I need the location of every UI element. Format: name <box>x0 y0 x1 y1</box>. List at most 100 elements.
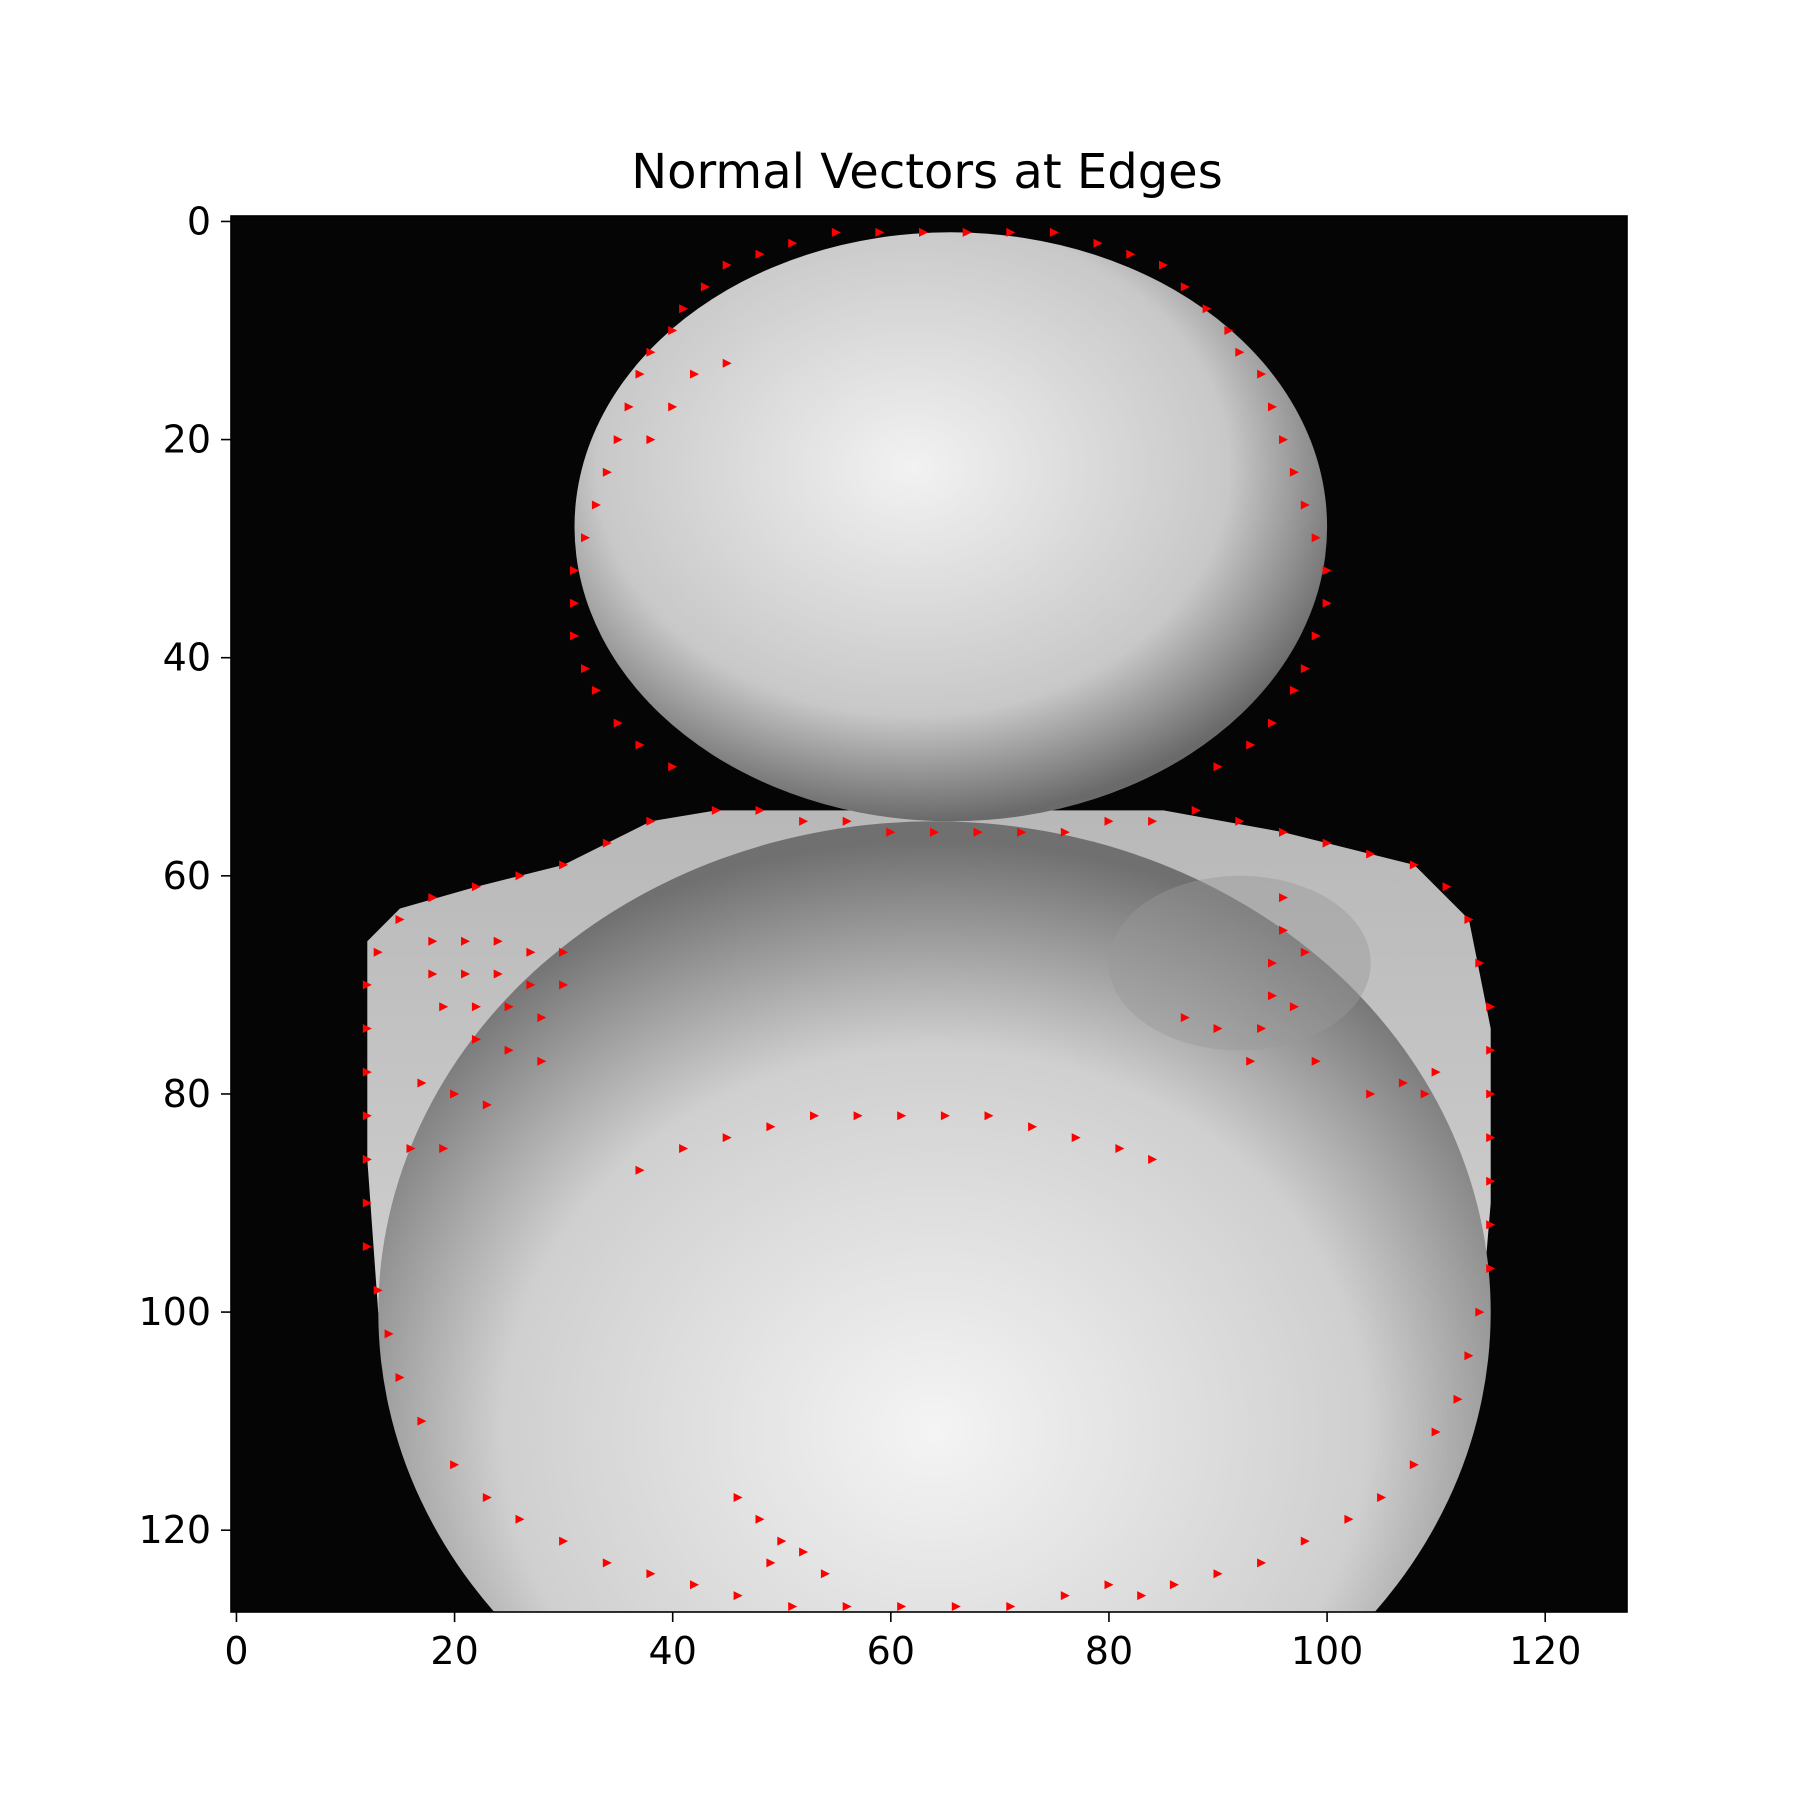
normal-vector-marker <box>1104 1580 1114 1590</box>
normal-vector-marker <box>755 1514 765 1524</box>
normal-vector-marker <box>1420 1089 1430 1099</box>
normal-vector-marker <box>526 947 536 957</box>
normal-vector-marker <box>962 227 972 237</box>
normal-vector-marker <box>537 1013 547 1023</box>
normal-vector-marker <box>602 467 612 477</box>
normal-vector-marker <box>417 1078 427 1088</box>
normal-vector-marker <box>646 347 656 357</box>
normal-vector-marker <box>570 598 579 608</box>
normal-vector-marker <box>504 1002 514 1012</box>
normal-vector-marker <box>471 1034 481 1044</box>
normal-vector-marker <box>777 1536 787 1546</box>
normal-vector-marker <box>362 1024 372 1033</box>
normal-vector-marker <box>428 893 438 903</box>
normal-vector-marker <box>646 1569 656 1579</box>
normal-vector-marker <box>1300 1536 1310 1546</box>
normal-vector-marker <box>1202 304 1212 314</box>
normal-vector-marker <box>613 718 623 728</box>
normal-vector-marker <box>940 1111 950 1121</box>
normal-vector-marker <box>799 1547 809 1557</box>
y-tick-label: 100 <box>138 1290 211 1334</box>
normal-vector-marker <box>1060 1591 1070 1601</box>
duck-belly <box>378 821 1491 1612</box>
normal-vector-marker <box>417 1416 427 1426</box>
normal-vector-marker <box>722 358 732 368</box>
normal-vector-marker <box>810 1111 819 1121</box>
normal-vector-marker <box>1344 1514 1354 1524</box>
normal-vector-marker <box>733 1493 743 1502</box>
normal-vector-marker <box>679 304 689 314</box>
normal-vector-marker <box>1071 1133 1081 1143</box>
normal-vector-marker <box>919 227 928 237</box>
normal-vector-marker <box>1148 816 1158 826</box>
normal-vector-marker <box>820 1569 830 1579</box>
plot-frame <box>230 215 1628 1613</box>
y-tick-label: 0 <box>187 199 211 243</box>
normal-vector-marker <box>439 1144 449 1153</box>
normal-vector-marker <box>1235 816 1245 826</box>
normal-vector-marker <box>1289 1002 1299 1012</box>
normal-vector-marker <box>853 1111 863 1121</box>
normal-vector-marker <box>799 816 809 826</box>
normal-vector-marker <box>897 1602 907 1611</box>
normal-vector-marker <box>755 249 765 259</box>
normal-vector-marker <box>1311 533 1321 543</box>
normal-vector-marker <box>1257 369 1267 379</box>
normal-vector-marker <box>1279 435 1288 445</box>
normal-vector-marker <box>1486 1045 1496 1055</box>
normal-vector-marker <box>668 402 678 412</box>
normal-vector-marker <box>1246 740 1256 750</box>
normal-vector-marker <box>1442 882 1452 892</box>
x-tick-label: 20 <box>430 1629 478 1673</box>
normal-vector-marker <box>559 1536 569 1546</box>
normal-vector-marker <box>1257 1558 1267 1568</box>
normal-vector-marker <box>493 969 503 979</box>
x-tick-label: 100 <box>1291 1629 1364 1673</box>
normal-vector-marker <box>788 238 798 248</box>
normal-vector-marker <box>591 685 601 695</box>
y-tick-label: 20 <box>163 418 211 462</box>
normal-vector-marker <box>1300 500 1310 510</box>
normal-vector-marker <box>1268 991 1277 1001</box>
normal-vector-marker <box>362 1198 372 1208</box>
x-axis: 0 20 40 60 80 100 120 <box>224 1612 1581 1673</box>
normal-vector-marker <box>450 1460 460 1470</box>
normal-vector-marker <box>1268 402 1277 412</box>
normal-vector-marker <box>842 1602 852 1611</box>
normal-vector-marker <box>1431 1067 1441 1077</box>
normal-vector-marker <box>1322 838 1332 848</box>
normal-vector-marker <box>384 1329 394 1339</box>
normal-vector-marker <box>395 915 405 924</box>
normal-vector-marker <box>559 947 569 957</box>
normal-vector-marker <box>1486 1220 1496 1230</box>
normal-vector-marker <box>635 1165 645 1175</box>
normal-vector-marker <box>526 980 536 990</box>
normal-vector-marker <box>1115 1144 1125 1153</box>
normal-vector-marker <box>504 1045 514 1055</box>
normal-vector-marker <box>428 969 438 979</box>
grayscale-rubber-duck-image <box>367 232 1491 1612</box>
normal-vector-marker <box>406 1144 416 1153</box>
normal-vector-marker <box>1289 467 1299 477</box>
normal-vector-marker <box>1104 816 1114 826</box>
normal-vector-marker <box>722 260 732 270</box>
normal-vector-marker <box>1246 1056 1256 1066</box>
normal-vector-marker <box>1191 805 1201 815</box>
y-tick-label: 60 <box>163 854 211 898</box>
normal-vector-marker <box>679 1144 689 1153</box>
normal-vector-marker <box>1148 1154 1158 1164</box>
normal-vector-marker <box>428 936 438 946</box>
normal-vector-marker <box>1279 827 1288 837</box>
normal-vector-marker <box>1322 566 1332 575</box>
x-tick-label: 80 <box>1085 1629 1133 1673</box>
normal-vector-marker <box>581 664 590 674</box>
normal-vector-marker <box>668 326 678 335</box>
normal-vector-marker <box>395 1373 405 1382</box>
normal-vector-markers <box>362 227 1496 1611</box>
normal-vector-marker <box>1017 827 1027 837</box>
normal-vector-marker <box>646 816 656 826</box>
normal-vector-marker <box>766 1558 776 1568</box>
normal-vector-marker <box>362 980 372 990</box>
normal-vector-marker <box>1257 1024 1267 1033</box>
